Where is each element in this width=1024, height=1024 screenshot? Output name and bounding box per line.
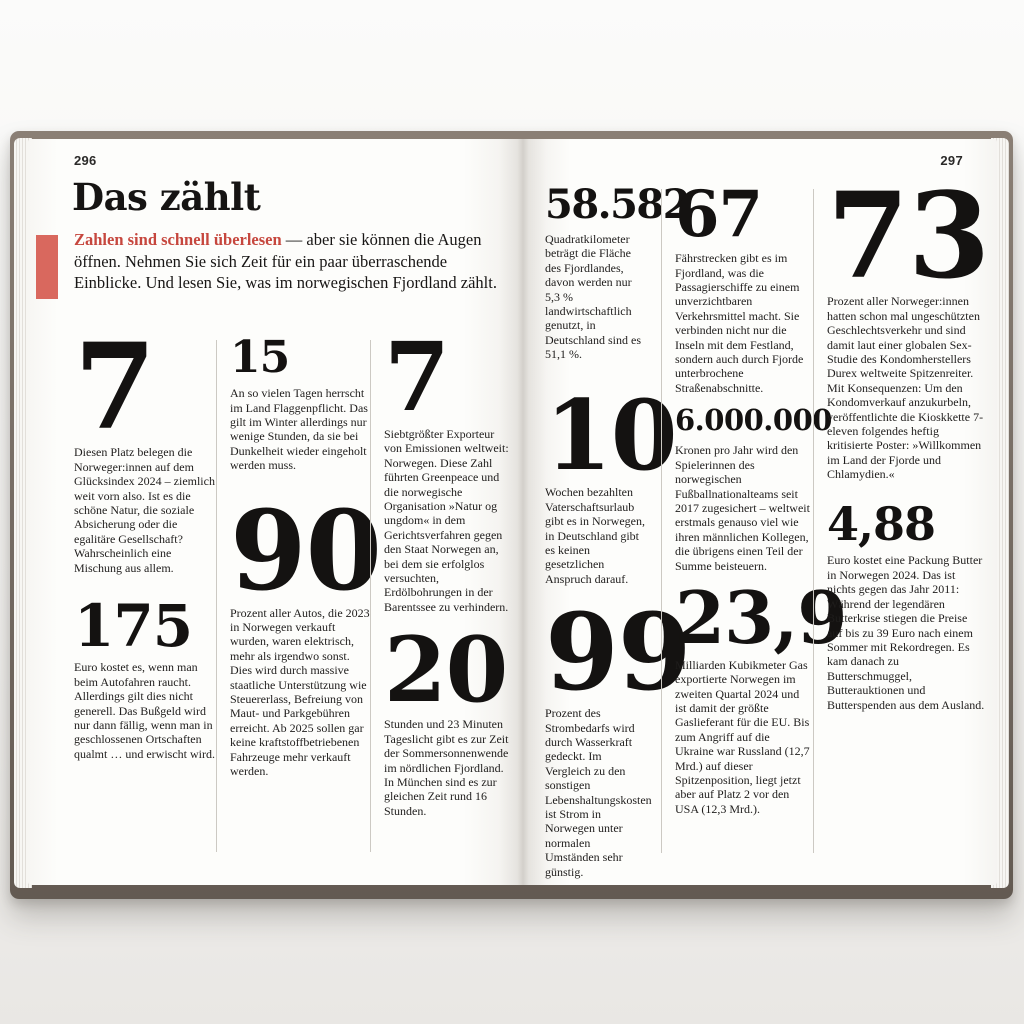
stat-caption: Siebtgrößter Exporteur von Emissionen we…: [384, 427, 509, 614]
stat-block: 23,9 Milliarden Kubikmeter Gas exportier…: [675, 575, 847, 816]
stats-column: 58.582 Quadratkilometer beträgt die Fläc…: [545, 181, 692, 891]
stat-caption: Diesen Platz belegen die Norweger:innen …: [74, 445, 215, 575]
intro-paragraph: Zahlen sind schnell überlesen — aber sie…: [74, 229, 514, 294]
stat-caption: Euro kostet eine Packung Butter in Norwe…: [827, 553, 985, 712]
left-page-stats: 7 Diesen Platz belegen die Norweger:inne…: [74, 317, 512, 852]
stat-block: 67 Fährstrecken gibt es im Fjordland, wa…: [675, 177, 813, 395]
stat-number: 20: [384, 617, 508, 724]
stat-block: 15 An so vielen Tagen herrscht im Land F…: [230, 332, 370, 473]
stat-block: 58.582 Quadratkilometer beträgt die Fläc…: [545, 181, 691, 362]
right-page: 297 58.582 Quadratkilometer beträgt die …: [523, 139, 997, 885]
stat-number: 6.000.000: [675, 403, 832, 438]
stat-caption: Prozent aller Norweger:innen hatten scho…: [827, 294, 984, 482]
left-page: 296 Das zählt Zahlen sind schnell überle…: [28, 139, 523, 885]
stats-column: 7 Siebtgrößter Exporteur von Emissionen …: [370, 322, 512, 852]
stats-column: 73 Prozent aller Norweger:innen hatten s…: [813, 166, 990, 853]
stat-block: 90 Prozent aller Autos, die 2023 in Norw…: [230, 485, 382, 779]
stat-number: 73: [827, 166, 990, 305]
stat-number: 7: [74, 317, 156, 456]
page-number-left: 296: [74, 153, 97, 168]
stat-number: 15: [230, 332, 290, 383]
stats-column: 7 Diesen Platz belegen die Norweger:inne…: [74, 317, 216, 852]
stat-number: 10: [545, 378, 678, 492]
stat-block: 7 Siebtgrößter Exporteur von Emissionen …: [384, 322, 512, 614]
stat-number: 23,9: [675, 575, 847, 661]
stat-block: 7 Diesen Platz belegen die Norweger:inne…: [74, 317, 216, 575]
stat-caption: Prozent aller Autos, die 2023 in Norwege…: [230, 605, 370, 779]
stat-number: 99: [545, 589, 692, 715]
book-spread: 296 Das zählt Zahlen sind schnell überle…: [10, 131, 1013, 899]
stat-block: 20 Stunden und 23 Minuten Tageslicht gib…: [384, 617, 512, 818]
stat-caption: Euro kostet es, wenn man beim Autofahren…: [74, 660, 215, 761]
stat-block: 175 Euro kostet es, wenn man beim Autofa…: [74, 592, 216, 761]
stat-caption: Kronen pro Jahr wird den Spielerinnen de…: [675, 443, 810, 573]
stats-column: 67 Fährstrecken gibt es im Fjordland, wa…: [661, 177, 847, 853]
stats-column: 15 An so vielen Tagen herrscht im Land F…: [216, 332, 382, 852]
intro-lead: Zahlen sind schnell überlesen: [74, 230, 282, 249]
stat-caption: Stunden und 23 Minuten Tageslicht gibt e…: [384, 717, 509, 818]
accent-bar: [36, 235, 58, 299]
stat-caption: Quadratkilometer beträgt die Fläche des …: [545, 232, 641, 362]
stat-caption: Wochen bezahlten Vaterschaftsurlaub gibt…: [545, 485, 645, 586]
stat-block: 10 Wochen bezahlten Vaterschaftsurlaub g…: [545, 378, 678, 587]
page-number-right: 297: [940, 153, 963, 168]
stat-block: 73 Prozent aller Norweger:innen hatten s…: [827, 166, 990, 482]
stat-number: 90: [230, 485, 382, 615]
stat-number: 175: [74, 592, 193, 661]
stat-caption: Milliarden Kubikmeter Gas exportierte No…: [675, 657, 810, 816]
stat-block: 4,88 Euro kostet eine Packung Butter in …: [827, 496, 987, 712]
stat-block: 6.000.000 Kronen pro Jahr wird den Spiel…: [675, 403, 832, 573]
stat-caption: An so vielen Tagen herrscht im Land Flag…: [230, 386, 368, 473]
right-page-stats: 58.582 Quadratkilometer beträgt die Fläc…: [545, 166, 990, 891]
stat-caption: Prozent des Strombedarfs wird durch Wass…: [545, 706, 652, 879]
stat-caption: Fährstrecken gibt es im Fjordland, was d…: [675, 251, 804, 395]
page-stack-edge-left: [14, 138, 32, 888]
intro-rest: — aber sie können die Augen öffnen. Nehm…: [74, 230, 497, 292]
stat-number: 58.582: [545, 181, 691, 228]
stat-block: 99 Prozent des Strombedarfs wird durch W…: [545, 589, 692, 879]
stat-number: 7: [384, 322, 450, 433]
page-title: Das zählt: [72, 175, 261, 219]
stat-number: 4,88: [827, 496, 936, 551]
stat-number: 67: [675, 177, 763, 252]
